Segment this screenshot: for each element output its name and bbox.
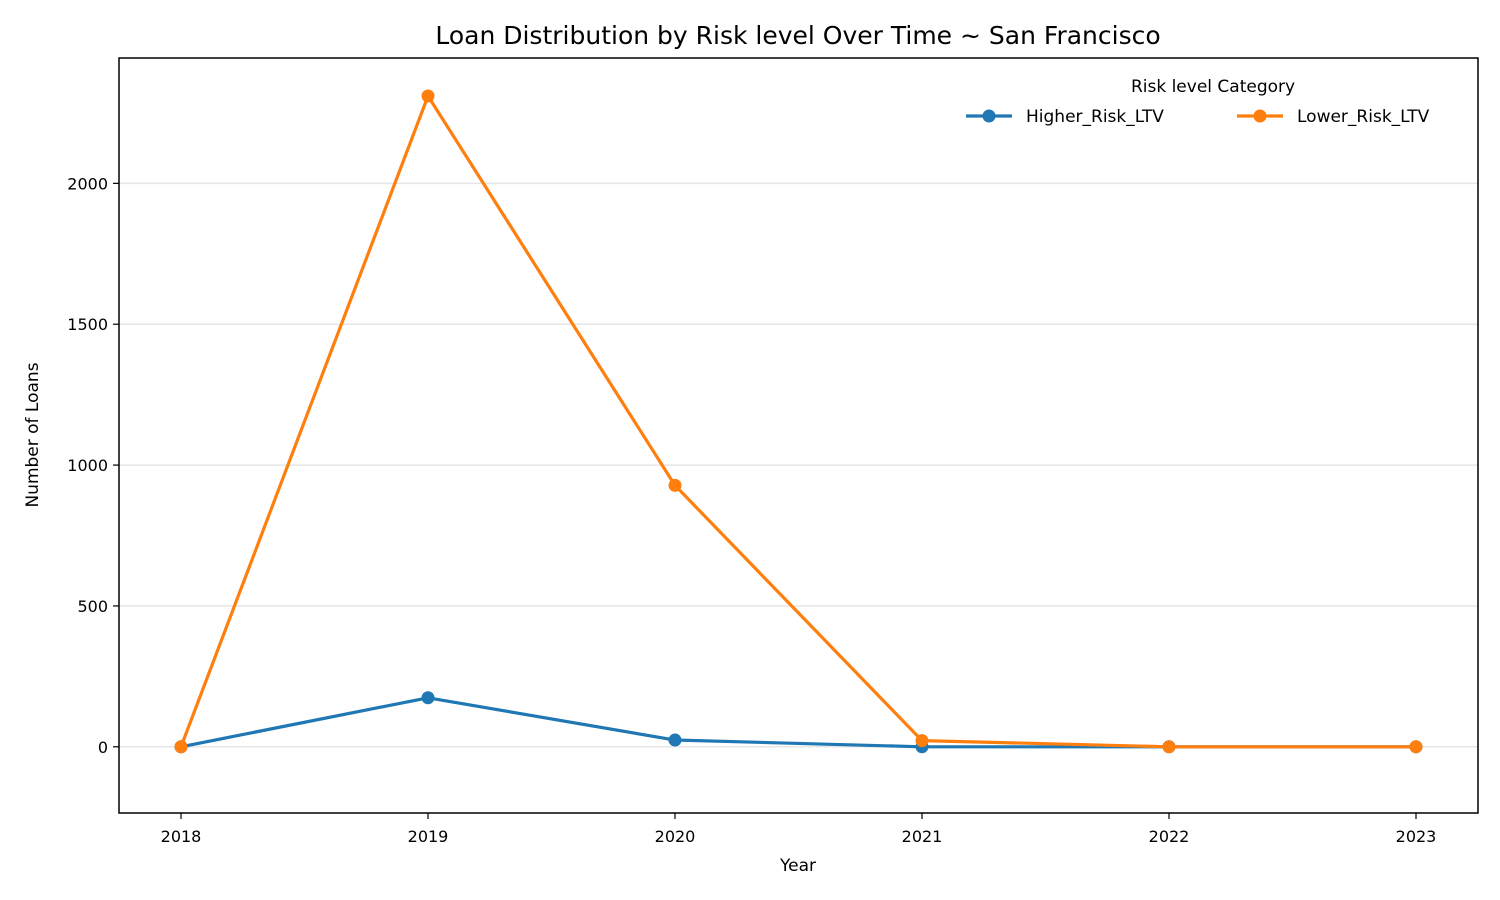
x-tick-label: 2022 [1149,827,1190,846]
legend-label-lower-risk-ltv: Lower_Risk_LTV [1297,107,1430,127]
legend: Risk level Category Higher_Risk_LTV Lower… [966,77,1430,127]
chart-title: Loan Distribution by Risk level Over Tim… [435,21,1160,50]
x-tick-label: 2018 [161,827,202,846]
data-point-higher-risk-ltv [668,733,682,747]
y-tick-label: 500 [77,597,108,616]
x-axis: 2018 2019 2020 2021 2022 2023 [161,813,1437,846]
series-line-lower-risk-ltv [179,94,1416,749]
x-tick-label: 2023 [1396,827,1437,846]
data-point-lower-risk-ltv [174,740,188,754]
legend-label-higher-risk-ltv: Higher_Risk_LTV [1026,107,1164,127]
y-gridlines [119,182,1478,748]
data-point-lower-risk-ltv [421,89,435,103]
y-tick-label: 1500 [67,315,108,334]
y-tick-label: 2000 [67,174,108,193]
y-tick-label: 0 [98,738,108,757]
x-axis-label: Year [779,856,816,876]
data-point-lower-risk-ltv [915,734,929,748]
y-tick-label: 1000 [67,456,108,475]
data-point-higher-risk-ltv [421,691,435,705]
y-axis-label: Number of Loans [23,362,43,507]
plot-frame [118,57,1479,814]
legend-title: Risk level Category [1131,77,1295,97]
data-point-lower-risk-ltv [1409,740,1423,754]
x-tick-label: 2021 [902,827,943,846]
legend-marker-higher-risk-ltv [982,109,996,123]
y-axis: 0 500 1000 1500 2000 [67,174,119,757]
data-point-lower-risk-ltv [1162,740,1176,754]
x-tick-label: 2020 [655,827,696,846]
series-group [174,89,1423,754]
data-point-lower-risk-ltv [668,478,682,492]
series-line-higher-risk-ltv [180,696,1416,749]
legend-marker-lower-risk-ltv [1253,109,1267,123]
x-tick-label: 2019 [408,827,449,846]
